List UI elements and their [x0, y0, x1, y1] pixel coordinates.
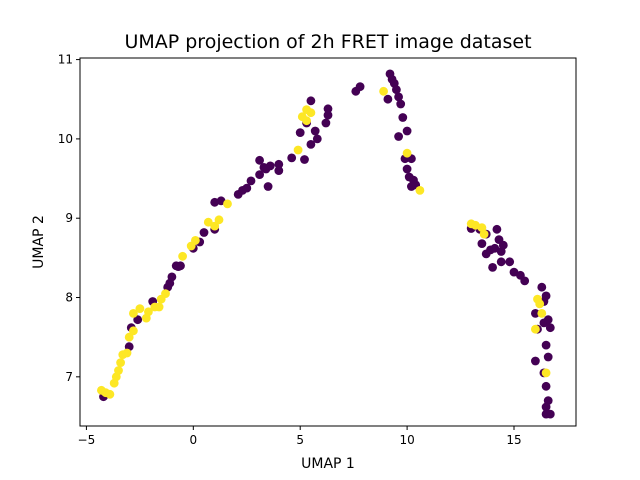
data-point — [173, 262, 183, 271]
data-point — [379, 86, 388, 96]
data-point — [541, 402, 551, 412]
data-point — [161, 289, 170, 298]
data-point — [402, 126, 412, 136]
data-point — [255, 170, 264, 180]
data-point — [479, 229, 489, 239]
data-point — [214, 215, 224, 225]
data-point — [396, 99, 406, 109]
data-point — [302, 105, 311, 114]
data-point — [383, 94, 393, 104]
y-axis-ticks: 7 8 9 10 11 — [58, 53, 80, 384]
data-point — [543, 352, 553, 362]
data-point — [541, 291, 551, 301]
data-point — [178, 251, 188, 261]
data-point — [535, 299, 545, 309]
data-point — [129, 309, 138, 318]
data-point — [122, 348, 132, 358]
data-point — [531, 324, 540, 334]
data-point — [295, 128, 305, 138]
data-point — [135, 304, 145, 313]
data-point — [402, 164, 412, 174]
data-point — [312, 134, 322, 144]
data-point — [545, 409, 555, 419]
data-point — [306, 96, 316, 106]
data-point — [520, 276, 530, 286]
data-point — [415, 186, 425, 195]
data-point — [191, 236, 200, 245]
data-point — [355, 82, 365, 91]
data-point — [537, 282, 547, 292]
data-point — [310, 126, 320, 136]
data-point — [323, 104, 333, 114]
data-point — [394, 92, 403, 102]
data-point — [274, 166, 284, 176]
data-point — [129, 326, 138, 336]
data-point — [545, 323, 555, 333]
data-point — [302, 116, 311, 126]
data-point — [477, 239, 487, 249]
data-point — [154, 302, 164, 312]
data-point — [488, 263, 497, 272]
y-tick-label: 8 — [65, 291, 73, 305]
y-tick-label: 10 — [58, 132, 73, 146]
y-axis-label: UMAP 2 — [31, 215, 47, 269]
data-point — [105, 389, 115, 399]
data-point — [203, 217, 213, 227]
y-tick-label: 7 — [65, 370, 73, 384]
data-point — [114, 366, 123, 375]
data-point — [394, 132, 403, 141]
x-tick-label: −5 — [78, 433, 96, 447]
data-point — [306, 140, 316, 149]
data-point — [498, 240, 508, 250]
chart-title: UMAP projection of 2h FRET image dataset — [124, 31, 531, 53]
data-point — [133, 315, 143, 325]
data-point — [293, 145, 303, 155]
data-point — [246, 176, 256, 186]
data-point — [541, 381, 551, 391]
data-point — [541, 368, 551, 378]
y-tick-label: 11 — [58, 53, 73, 67]
data-point — [402, 148, 412, 158]
x-tick-label: 15 — [506, 433, 521, 447]
x-tick-label: 0 — [189, 433, 197, 447]
data-point — [265, 161, 275, 171]
x-axis-ticks: −5 0 5 10 15 — [78, 426, 522, 447]
data-point — [144, 307, 153, 317]
data-point — [531, 309, 540, 318]
data-point — [199, 228, 209, 237]
data-point — [505, 257, 515, 267]
x-tick-label: 5 — [296, 433, 304, 447]
data-point — [242, 183, 252, 193]
points-layer — [97, 69, 555, 419]
data-point — [398, 113, 408, 122]
data-point — [392, 85, 401, 95]
y-tick-label: 9 — [65, 211, 73, 225]
x-axis-label: UMAP 1 — [301, 456, 355, 472]
data-point — [116, 358, 125, 367]
data-point — [537, 309, 547, 318]
data-point — [496, 257, 506, 267]
data-point — [321, 118, 331, 128]
data-point — [492, 224, 502, 234]
data-point — [210, 221, 220, 231]
data-point — [167, 272, 177, 282]
data-point — [223, 199, 232, 209]
x-tick-label: 10 — [399, 433, 414, 447]
data-point — [323, 110, 333, 120]
plot-frame — [79, 57, 577, 427]
data-point — [287, 153, 297, 163]
data-point — [543, 315, 553, 325]
data-point — [263, 182, 273, 191]
data-point — [274, 159, 284, 169]
data-point — [124, 332, 134, 342]
data-point — [255, 155, 264, 165]
data-point — [541, 340, 551, 350]
data-point — [531, 356, 540, 366]
data-point — [300, 155, 309, 164]
